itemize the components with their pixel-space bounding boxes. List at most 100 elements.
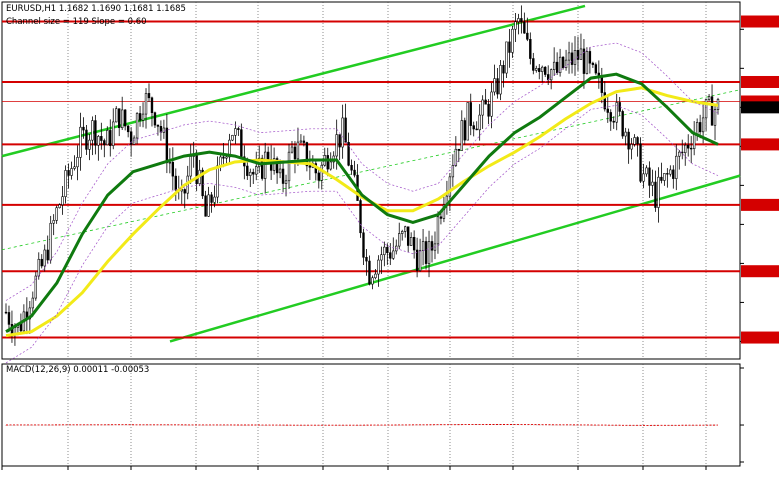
candle-body xyxy=(335,134,338,157)
macd-histogram-bar xyxy=(260,424,263,426)
candle-body xyxy=(555,61,559,74)
candle-body xyxy=(663,173,666,181)
candle-body xyxy=(159,126,163,133)
current-price-tag xyxy=(741,101,779,114)
candle-body xyxy=(520,18,523,23)
macd-histogram-bar xyxy=(441,424,444,426)
candle-body xyxy=(621,111,624,137)
candle-body xyxy=(415,249,419,271)
macd-histogram-bar xyxy=(25,424,28,426)
candle-body xyxy=(695,122,699,135)
macd-histogram-bar xyxy=(263,425,266,426)
envelope-lower xyxy=(5,105,719,364)
macd-histogram-bar xyxy=(129,424,132,426)
macd-histogram-bar xyxy=(105,424,108,426)
macd-histogram-bar xyxy=(690,425,693,426)
candle-body xyxy=(451,165,455,178)
macd-histogram-bar xyxy=(221,424,224,426)
candle-body xyxy=(508,41,511,53)
candle-body xyxy=(231,135,234,141)
candle-body xyxy=(106,130,109,146)
candle-body xyxy=(552,61,556,70)
macd-histogram-bar xyxy=(298,425,301,426)
candle-body xyxy=(570,52,574,65)
candle-body xyxy=(171,162,175,177)
candle-body xyxy=(138,113,142,121)
candle-body xyxy=(460,120,463,151)
macd-histogram-bar xyxy=(343,425,346,426)
candle-body xyxy=(576,50,580,60)
candle-body xyxy=(144,93,148,115)
channel-info: Channel size = 119 Slope = 0.60 xyxy=(6,17,147,27)
candle-body xyxy=(213,196,216,203)
macd-histogram-bar xyxy=(574,424,577,426)
candle-body xyxy=(561,56,565,69)
candle-body xyxy=(109,130,112,146)
macd-histogram-bar xyxy=(577,424,580,426)
candle-body xyxy=(246,165,249,176)
macd-histogram-bar xyxy=(182,424,186,426)
macd-histogram-bar xyxy=(49,424,52,426)
macd-histogram-bar xyxy=(242,424,245,426)
candle-body xyxy=(490,91,493,117)
candle-body xyxy=(362,232,365,258)
candle-body xyxy=(645,167,648,175)
candle-body xyxy=(165,127,169,164)
candle-body xyxy=(150,97,154,113)
macd-histogram-bar xyxy=(455,424,458,426)
candle-body xyxy=(418,250,422,271)
macd-histogram-bar xyxy=(651,425,654,426)
candle-body xyxy=(502,65,505,74)
candle-body xyxy=(642,173,645,182)
candle-body xyxy=(222,156,225,159)
candle-body xyxy=(404,226,407,232)
macd-histogram-bar xyxy=(458,424,461,426)
macd-histogram-bar xyxy=(518,424,521,426)
candlesticks xyxy=(4,5,720,346)
candle-body xyxy=(386,246,389,253)
support-resistance-levels xyxy=(2,20,740,339)
candle-body xyxy=(40,258,43,267)
candle-body xyxy=(409,237,413,246)
macd-histogram-bar xyxy=(123,424,126,426)
candle-body xyxy=(207,194,210,217)
macd-histogram-bar xyxy=(452,424,456,426)
level-price-tag xyxy=(741,138,779,151)
macd-histogram-bar xyxy=(200,424,203,426)
macd-histogram-bar xyxy=(494,424,497,426)
candle-body xyxy=(478,114,481,131)
candle-body xyxy=(293,146,297,160)
time-axis xyxy=(1,466,707,470)
level-price-tag xyxy=(741,75,779,88)
macd-histogram-bar xyxy=(553,424,556,426)
macd-histogram-bar xyxy=(396,424,399,426)
candle-body xyxy=(582,48,586,74)
macd-histogram-bar xyxy=(319,425,322,426)
macd-histogram-bar xyxy=(515,424,518,426)
macd-histogram-bar xyxy=(414,424,417,426)
candle-body xyxy=(523,21,526,34)
candle-body xyxy=(67,170,70,176)
level-price-tag xyxy=(741,198,779,211)
candle-body xyxy=(135,113,139,139)
candle-body xyxy=(100,136,103,141)
candle-body xyxy=(421,241,425,252)
candle-body xyxy=(657,176,660,208)
candle-body xyxy=(76,157,79,168)
candle-body xyxy=(299,140,303,143)
macd-histogram-bar xyxy=(479,424,482,426)
candle-body xyxy=(326,155,329,170)
candle-body xyxy=(240,129,243,158)
candle-body xyxy=(55,207,58,221)
macd-histogram-bar xyxy=(322,425,325,426)
macd-histogram-bar xyxy=(31,424,34,426)
candle-body xyxy=(338,134,341,148)
macd-histogram-bar xyxy=(10,424,13,426)
candle-body xyxy=(201,169,204,197)
candle-body xyxy=(678,151,681,157)
macd-histogram-bar xyxy=(280,425,283,426)
candle-body xyxy=(481,99,484,116)
candle-body xyxy=(234,128,237,136)
candle-body xyxy=(153,112,157,126)
macd-histogram-bar xyxy=(141,424,144,426)
